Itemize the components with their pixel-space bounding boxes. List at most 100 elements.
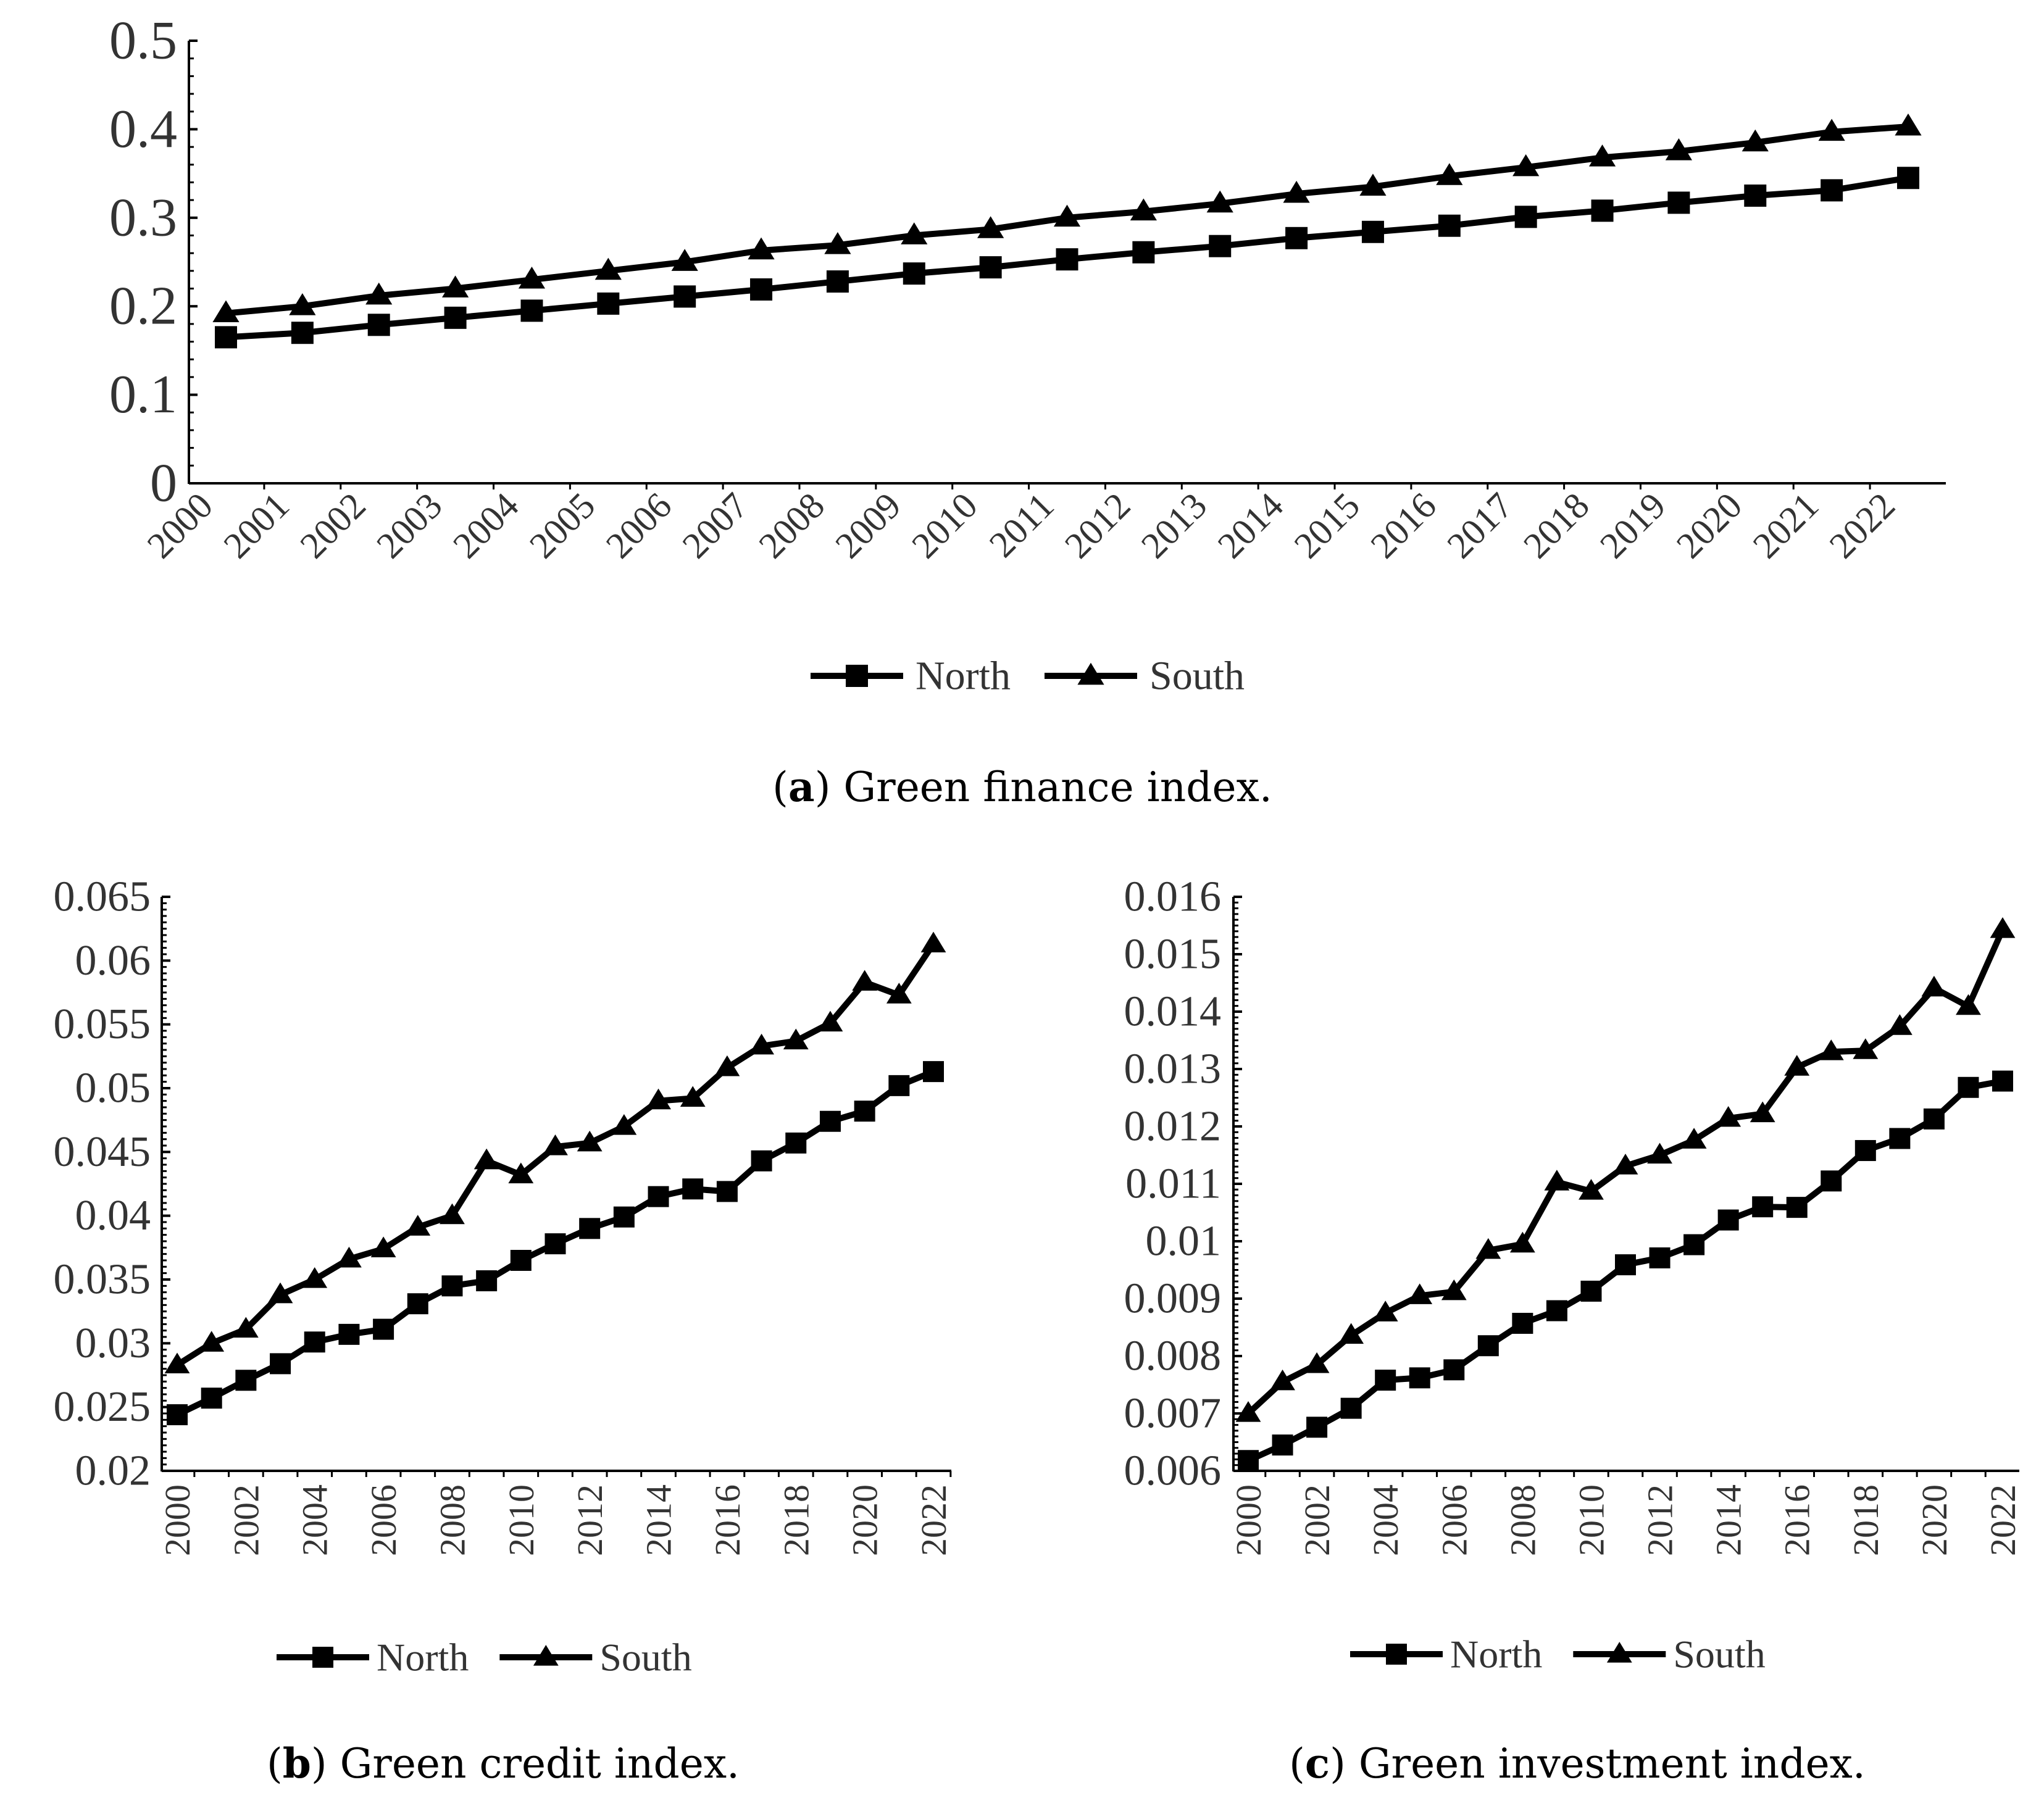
y-tick-label: 0.013 <box>1124 1046 1222 1093</box>
x-tick-label: 2021 <box>1745 485 1827 567</box>
data-point-north <box>1580 1280 1602 1302</box>
legend-marker-south <box>1606 1641 1632 1663</box>
x-tick-label: 2022 <box>1983 1484 2023 1556</box>
data-point-north <box>167 1404 188 1426</box>
data-point-north <box>270 1353 291 1375</box>
data-point-south <box>365 282 393 305</box>
x-tick-label: 2012 <box>1640 1484 1680 1556</box>
data-point-north <box>597 292 620 315</box>
data-point-south <box>1441 1279 1467 1300</box>
data-point-south <box>543 1134 568 1155</box>
data-point-north <box>476 1270 498 1292</box>
data-point-south <box>783 1028 809 1050</box>
data-point-north <box>888 1075 910 1096</box>
data-point-south <box>1612 1154 1638 1175</box>
data-point-south <box>671 249 698 271</box>
data-point-south <box>1818 119 1845 141</box>
data-point-south <box>1338 1323 1364 1344</box>
data-point-south <box>1921 975 1947 997</box>
data-point-south <box>852 970 878 991</box>
data-point-south <box>1665 138 1693 160</box>
x-tick-label: 2010 <box>501 1484 541 1556</box>
caption-paren-close: ) <box>1330 1740 1346 1787</box>
x-tick-label: 2014 <box>1709 1484 1749 1556</box>
caption-c: (c) Green investment index. <box>1289 1739 1866 1787</box>
caption-paren-open: ( <box>267 1740 283 1787</box>
data-point-north <box>1683 1234 1705 1255</box>
data-point-north <box>674 285 696 308</box>
y-tick-label: 0.011 <box>1125 1160 1221 1208</box>
data-point-north <box>1514 206 1537 228</box>
data-point-north <box>819 1110 841 1132</box>
caption-paren-close: ) <box>311 1740 327 1787</box>
data-point-north <box>291 322 314 344</box>
caption-title: Green finance index. <box>830 764 1272 811</box>
x-tick-label: 2002 <box>226 1484 266 1556</box>
x-tick-label: 2008 <box>1503 1484 1543 1556</box>
data-point-north <box>682 1178 704 1200</box>
x-tick-label: 2017 <box>1439 485 1520 567</box>
chart-b: 0.02 0.025 0.03 0.035 0.04 0.045 0.05 0.055 0.06… <box>54 873 954 1788</box>
data-point-north <box>1992 1070 2013 1092</box>
data-point-south <box>1588 144 1616 167</box>
data-point-north <box>903 262 925 285</box>
data-point-north <box>1821 1170 1842 1192</box>
legend-marker-north <box>1386 1644 1407 1665</box>
x-tick-label: 2016 <box>707 1484 748 1556</box>
data-point-south <box>824 232 851 254</box>
x-tick-label: 2020 <box>845 1484 885 1556</box>
data-point-south <box>1818 1039 1844 1060</box>
data-point-north <box>1821 179 1843 202</box>
data-point-north <box>613 1206 635 1228</box>
y-tick-label: 0.03 <box>75 1320 151 1367</box>
data-point-south <box>1956 994 1981 1015</box>
y-tick-label: 0.1 <box>109 365 177 425</box>
data-point-north <box>1132 241 1155 264</box>
data-point-south <box>817 1010 843 1032</box>
caption-letter: a <box>788 763 815 811</box>
legend: North South <box>811 654 1245 699</box>
data-point-north <box>1854 1140 1876 1162</box>
data-point-south <box>749 1033 774 1055</box>
data-point-north <box>1409 1367 1430 1389</box>
data-point-south <box>886 983 912 1004</box>
data-point-north <box>1786 1197 1808 1218</box>
data-point-north <box>1667 191 1690 214</box>
data-point-south <box>1512 154 1540 177</box>
y-tick-label: 0.012 <box>1124 1103 1222 1151</box>
data-point-south <box>1359 173 1387 196</box>
data-point-north <box>751 1150 772 1171</box>
data-point-north <box>444 306 467 329</box>
data-point-south <box>1475 1238 1501 1259</box>
x-tick-label: 2013 <box>1133 485 1215 567</box>
data-point-north <box>1591 199 1614 222</box>
data-point-south <box>1750 1101 1775 1123</box>
x-tick-label: 2020 <box>1669 485 1750 567</box>
legend-label-north: North <box>377 1636 469 1679</box>
y-tick-label: 0.4 <box>109 99 177 159</box>
y-tick-label: 0.3 <box>109 188 177 248</box>
x-tick-label: 2000 <box>1228 1484 1269 1556</box>
x-tick-label: 2016 <box>1777 1484 1817 1556</box>
data-point-north <box>785 1132 807 1154</box>
data-point-south <box>748 237 775 260</box>
data-point-north <box>201 1388 222 1409</box>
caption-paren-close: ) <box>815 764 831 811</box>
legend: North South <box>277 1636 692 1679</box>
chart-a: 00.10.20.30.40.5200020012002200320042005… <box>109 11 1946 811</box>
data-point-south <box>1895 113 1922 136</box>
x-tick-label: 2000 <box>157 1484 198 1556</box>
caption-paren-open: ( <box>1289 1740 1305 1787</box>
data-point-north <box>716 1181 738 1202</box>
x-tick-label: 2009 <box>827 485 909 567</box>
x-tick-label: 2018 <box>1846 1484 1886 1556</box>
x-tick-label: 2004 <box>295 1484 335 1556</box>
data-point-north <box>520 299 543 322</box>
data-point-south <box>1681 1128 1707 1149</box>
x-tick-label: 2011 <box>982 485 1062 565</box>
data-point-south <box>441 275 469 298</box>
data-point-south <box>977 216 1004 238</box>
x-tick-label: 2022 <box>1822 485 1903 567</box>
data-point-south <box>1990 917 2016 938</box>
data-point-south <box>1579 1179 1604 1200</box>
